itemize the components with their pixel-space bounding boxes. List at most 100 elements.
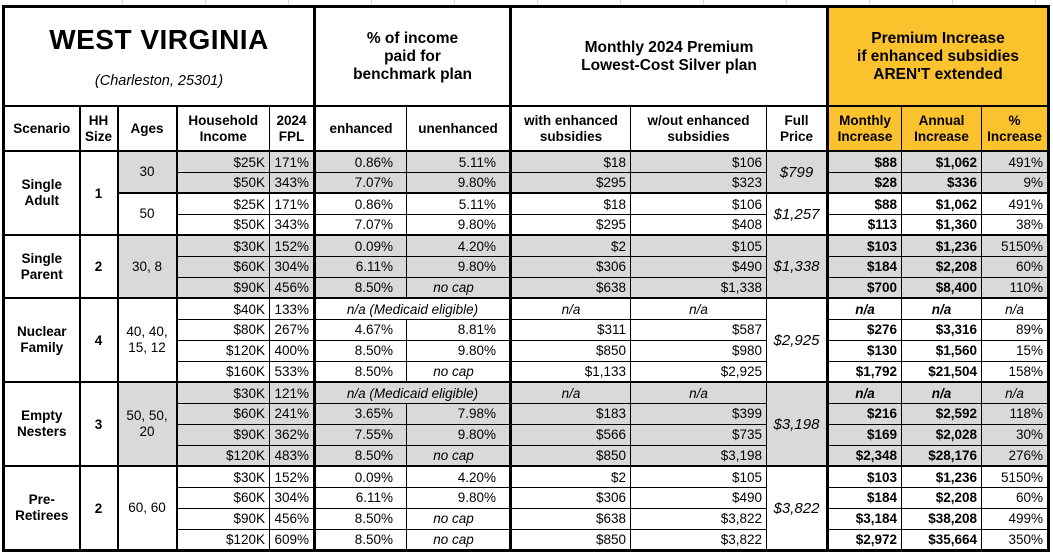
cell-unenhanced-pct: 9.80% xyxy=(406,213,511,236)
cell-hh-size: 1 xyxy=(78,150,118,236)
cell-wout-subsidies: $3,822 xyxy=(630,528,767,551)
table-title-cell: WEST VIRGINIA (Charleston, 25301) xyxy=(3,6,315,107)
cell-unenhanced-pct: no cap xyxy=(406,276,511,299)
cell-scenario: Empty Nesters xyxy=(3,381,80,467)
cell-unenhanced-pct: 4.20% xyxy=(406,234,511,257)
cell-fpl: 133% xyxy=(269,297,315,320)
cell-enhanced-pct: 3.65% xyxy=(313,402,407,425)
section-header-increase: Premium Increase if enhanced subsidies A… xyxy=(825,6,1050,107)
cell-unenhanced-pct: no cap xyxy=(406,360,511,383)
cell-enhanced-pct: 6.11% xyxy=(313,486,407,509)
col-header-household-income: Household Income xyxy=(175,105,270,152)
cell-medicaid-note: n/a (Medicaid eligible) xyxy=(313,381,511,404)
table-row: $160K 533% 8.50% no cap $1,133 $2,925 $1,792 $2… xyxy=(4,360,1050,383)
cell-income: $40K xyxy=(175,297,270,320)
cell-wout-subsidies: $105 xyxy=(630,465,767,488)
cell-unenhanced-pct: 5.11% xyxy=(406,192,511,215)
cell-annual-increase: $1,560 xyxy=(901,339,982,362)
cell-pct-increase: 5150% xyxy=(980,234,1050,257)
table-row: Single Adult 1 30 $25K 171% 0.86% 5.11% $18 $106… xyxy=(3,150,1050,236)
cell-income: $25K xyxy=(175,150,270,173)
table-row: $50K 343% 7.07% 9.80% $295 $408 $113 $1,360 38% xyxy=(4,213,1050,236)
cell-annual-increase: $28,176 xyxy=(901,444,982,467)
cell-ages: 50 xyxy=(116,192,177,236)
cell-enhanced-pct: 8.50% xyxy=(313,339,407,362)
cell-income: $90K xyxy=(175,423,270,446)
cell-income: $50K xyxy=(175,171,270,194)
cell-annual-increase: $1,236 xyxy=(901,234,982,257)
col-header-hh-size: HH Size xyxy=(78,105,118,152)
cell-annual-increase: n/a xyxy=(901,297,982,320)
cell-income: $30K xyxy=(175,465,270,488)
cell-unenhanced-pct: 9.80% xyxy=(406,423,511,446)
cell-medicaid-note: n/a (Medicaid eligible) xyxy=(313,297,511,320)
cell-annual-increase: $1,360 xyxy=(901,213,982,236)
cell-wout-subsidies: $3,198 xyxy=(630,444,767,467)
cell-fpl: 171% xyxy=(269,192,315,215)
cell-wout-subsidies: $2,925 xyxy=(630,360,767,383)
cell-income: $160K xyxy=(175,360,270,383)
cell-income: $90K xyxy=(175,276,270,299)
cell-monthly-increase: $2,348 xyxy=(826,444,902,467)
cell-monthly-increase: $88 xyxy=(826,150,902,173)
cell-with-subsidies: $295 xyxy=(509,213,631,236)
cell-fpl: 343% xyxy=(269,171,315,194)
cell-hh-size: 2 xyxy=(78,234,118,299)
table-row: $60K 304% 6.11% 9.80% $306 $490 $184 $2,208 60% xyxy=(4,255,1050,278)
cell-fpl: 121% xyxy=(269,381,315,404)
cell-fpl: 343% xyxy=(269,213,315,236)
cell-wout-subsidies: n/a xyxy=(630,297,767,320)
cell-ages: 50, 50, 20 xyxy=(116,381,177,467)
cell-with-subsidies: $638 xyxy=(509,276,631,299)
cell-monthly-increase: $28 xyxy=(826,171,902,194)
cell-monthly-increase: n/a xyxy=(826,381,902,404)
table-row: Empty Nesters 3 50, 50, 20 $30K 121% n/a (Med… xyxy=(3,381,1050,467)
section-header-benchmark: % of income paid for benchmark plan xyxy=(313,6,511,107)
cell-annual-increase: $2,592 xyxy=(901,402,982,425)
header-column-row: Scenario HH Size Ages Household Income 2… xyxy=(3,105,1050,152)
cell-with-subsidies: $850 xyxy=(509,339,631,362)
cell-enhanced-pct: 8.50% xyxy=(313,444,407,467)
cell-income: $120K xyxy=(175,444,270,467)
cell-enhanced-pct: 8.50% xyxy=(313,360,407,383)
cell-enhanced-pct: 7.07% xyxy=(313,171,407,194)
cell-with-subsidies: $18 xyxy=(509,192,631,215)
cell-scenario: Single Parent xyxy=(3,234,80,299)
table-row: $80K 267% 4.67% 8.81% $311 $587 $276 $3,316 89% xyxy=(4,318,1050,341)
table-header: WEST VIRGINIA (Charleston, 25301) % of i… xyxy=(3,6,1050,152)
cell-wout-subsidies: n/a xyxy=(630,381,767,404)
cell-unenhanced-pct: 4.20% xyxy=(406,465,511,488)
cell-enhanced-pct: 8.50% xyxy=(313,528,407,551)
cell-with-subsidies: $2 xyxy=(509,234,631,257)
cell-income: $80K xyxy=(175,318,270,341)
col-header-monthly-increase: Monthly Increase xyxy=(826,105,902,152)
cell-income: $25K xyxy=(175,192,270,215)
cell-fpl: 533% xyxy=(269,360,315,383)
cell-pct-increase: 30% xyxy=(980,423,1050,446)
cell-monthly-increase: $1,792 xyxy=(826,360,902,383)
cell-full-price: $3,198 xyxy=(766,381,828,467)
cell-unenhanced-pct: 8.81% xyxy=(406,318,511,341)
cell-enhanced-pct: 7.55% xyxy=(313,423,407,446)
cell-wout-subsidies: $587 xyxy=(630,318,767,341)
cell-pct-increase: 158% xyxy=(980,360,1050,383)
cell-monthly-increase: $103 xyxy=(826,465,902,488)
cell-monthly-increase: $184 xyxy=(826,486,902,509)
cell-wout-subsidies: $490 xyxy=(630,255,767,278)
cell-monthly-increase: $130 xyxy=(826,339,902,362)
cell-monthly-increase: $2,972 xyxy=(826,528,902,551)
cell-fpl: 304% xyxy=(269,255,315,278)
cell-with-subsidies: n/a xyxy=(509,297,631,320)
cell-monthly-increase: $103 xyxy=(826,234,902,257)
table-row: $60K 241% 3.65% 7.98% $183 $399 $216 $2,592 118% xyxy=(4,402,1050,425)
cell-enhanced-pct: 6.11% xyxy=(313,255,407,278)
cell-monthly-increase: n/a xyxy=(826,297,902,320)
cell-enhanced-pct: 0.09% xyxy=(313,234,407,257)
cell-fpl: 152% xyxy=(269,465,315,488)
cell-pct-increase: 60% xyxy=(980,486,1050,509)
cell-ages: 30 xyxy=(116,150,177,194)
cell-pct-increase: 38% xyxy=(980,213,1050,236)
col-header-scenario: Scenario xyxy=(3,105,80,152)
cell-income: $60K xyxy=(175,486,270,509)
cell-scenario: Nuclear Family xyxy=(3,297,80,383)
